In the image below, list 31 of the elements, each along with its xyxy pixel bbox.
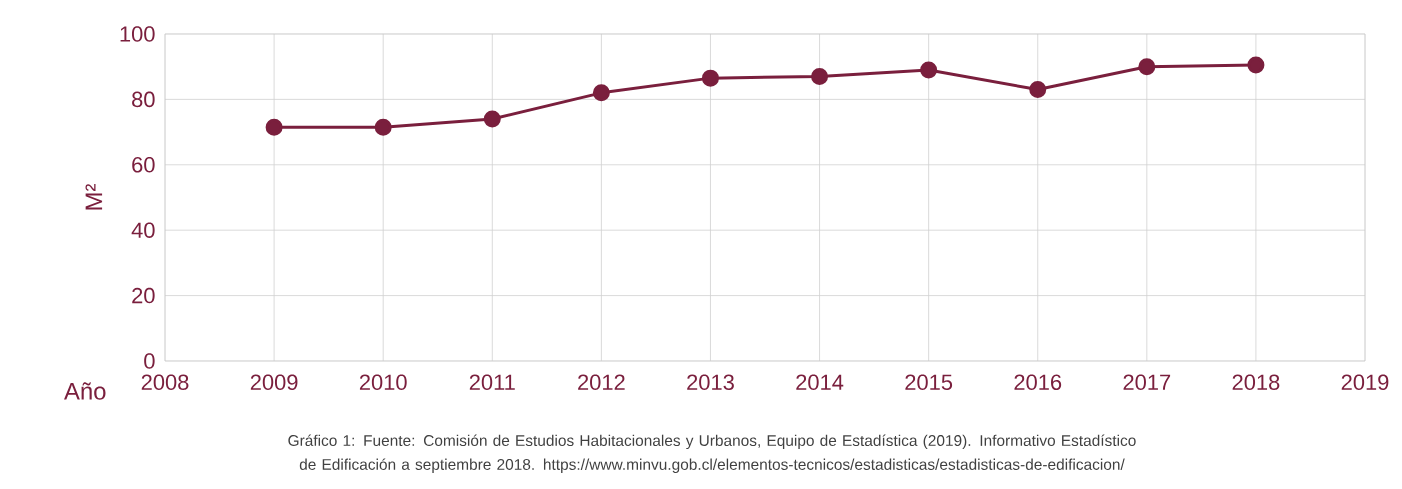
point [592,84,610,102]
x-tick-label: 2017 [1123,374,1171,391]
point [1029,81,1047,99]
x-tick-label: 2016 [1014,374,1062,391]
y-tick-label: 80 [132,91,155,108]
point [1138,58,1156,76]
x-tick-label: 2014 [796,374,844,391]
point [483,110,501,128]
y-tick-label: 40 [131,222,155,238]
x-tick-label: 2012 [578,374,625,391]
x-tick-label: 2013 [687,374,734,391]
text: Gráfico 1: Fuente: Comisión de Estudios Habitacionales y Urbanos, Equipo de Estadística (2019). Informativo Estadístico de Edificación a septiembre 2018. https://www.minvu.gob.cl/elementos-tecnicos/estadisticas/estadisticas-de-edificacion/ [288,434,1136,473]
x-tick-label: 2010 [359,374,407,391]
point [374,118,392,136]
y-tick-label: 0 [144,353,155,369]
x-tick-label: 2011 [469,374,515,391]
x-tick-label: 2009 [250,374,298,391]
y-tick-label: 20 [132,287,155,304]
point [811,68,829,85]
x-tick-label: 2008 [141,374,189,391]
y-tick-label: 60 [132,157,155,173]
point [701,69,719,87]
point [1247,56,1265,74]
x-tick-label: 2019 [1341,374,1389,391]
point [265,118,283,136]
y-tick-label: 100 [120,26,155,42]
point [920,61,938,79]
x-tick-label: 2015 [905,374,953,391]
y-axis-title: M² [85,184,103,210]
x-axis-title: Año [64,382,106,400]
x-tick-label: 2018 [1232,374,1280,391]
